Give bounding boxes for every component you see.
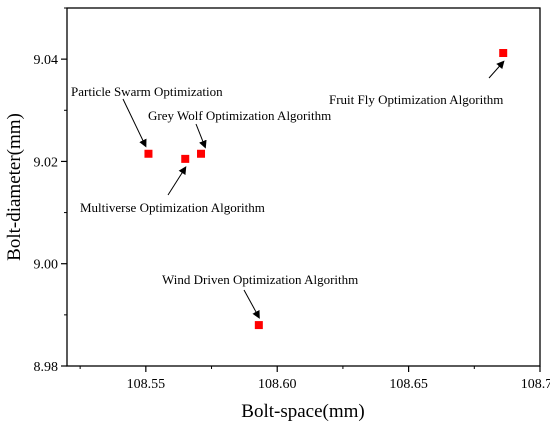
x-axis-tick-labels: 108.55 108.60 108.65 108.70: [127, 377, 550, 392]
y-tick-label: 9.02: [34, 155, 59, 170]
x-tick-label: 108.55: [127, 377, 166, 392]
annotation-fruit-fly: Fruit Fly Optimization Algorithm: [329, 92, 503, 107]
annotation-wind-driven: Wind Driven Optimization Algorithm: [162, 272, 358, 287]
x-axis-ticks: [79, 366, 541, 372]
y-tick-label: 9.00: [34, 258, 59, 273]
plot-frame: [66, 7, 541, 367]
y-tick-label: 8.98: [34, 360, 59, 375]
annotation-arrow: [195, 123, 207, 149]
annotation-particle-swarm: Particle Swarm Optimization: [71, 84, 223, 99]
annotation-arrow: [122, 98, 147, 148]
x-tick-label: 108.70: [521, 377, 550, 392]
data-point: [499, 49, 508, 58]
annotation-arrow: [167, 166, 187, 196]
x-axis-title: Bolt-space(mm): [241, 401, 364, 422]
y-axis-tick-labels: 8.98 9.00 9.02 9.04: [34, 53, 59, 375]
data-point: [144, 149, 153, 158]
y-axis-title: Bolt-diameter(mm): [4, 113, 25, 261]
annotation-arrows: [122, 60, 505, 319]
annotation-grey-wolf: Grey Wolf Optimization Algorithm: [148, 108, 331, 123]
annotation-arrow: [488, 60, 505, 79]
data-point: [181, 154, 190, 163]
data-point: [197, 149, 206, 158]
x-tick-label: 108.65: [389, 377, 428, 392]
y-axis-ticks: [61, 7, 67, 367]
x-tick-label: 108.60: [258, 377, 297, 392]
y-tick-label: 9.04: [34, 53, 59, 68]
annotation-multiverse: Multiverse Optimization Algorithm: [80, 200, 265, 215]
data-points: [144, 49, 508, 330]
data-point: [254, 321, 263, 330]
annotation-arrow: [243, 289, 260, 319]
